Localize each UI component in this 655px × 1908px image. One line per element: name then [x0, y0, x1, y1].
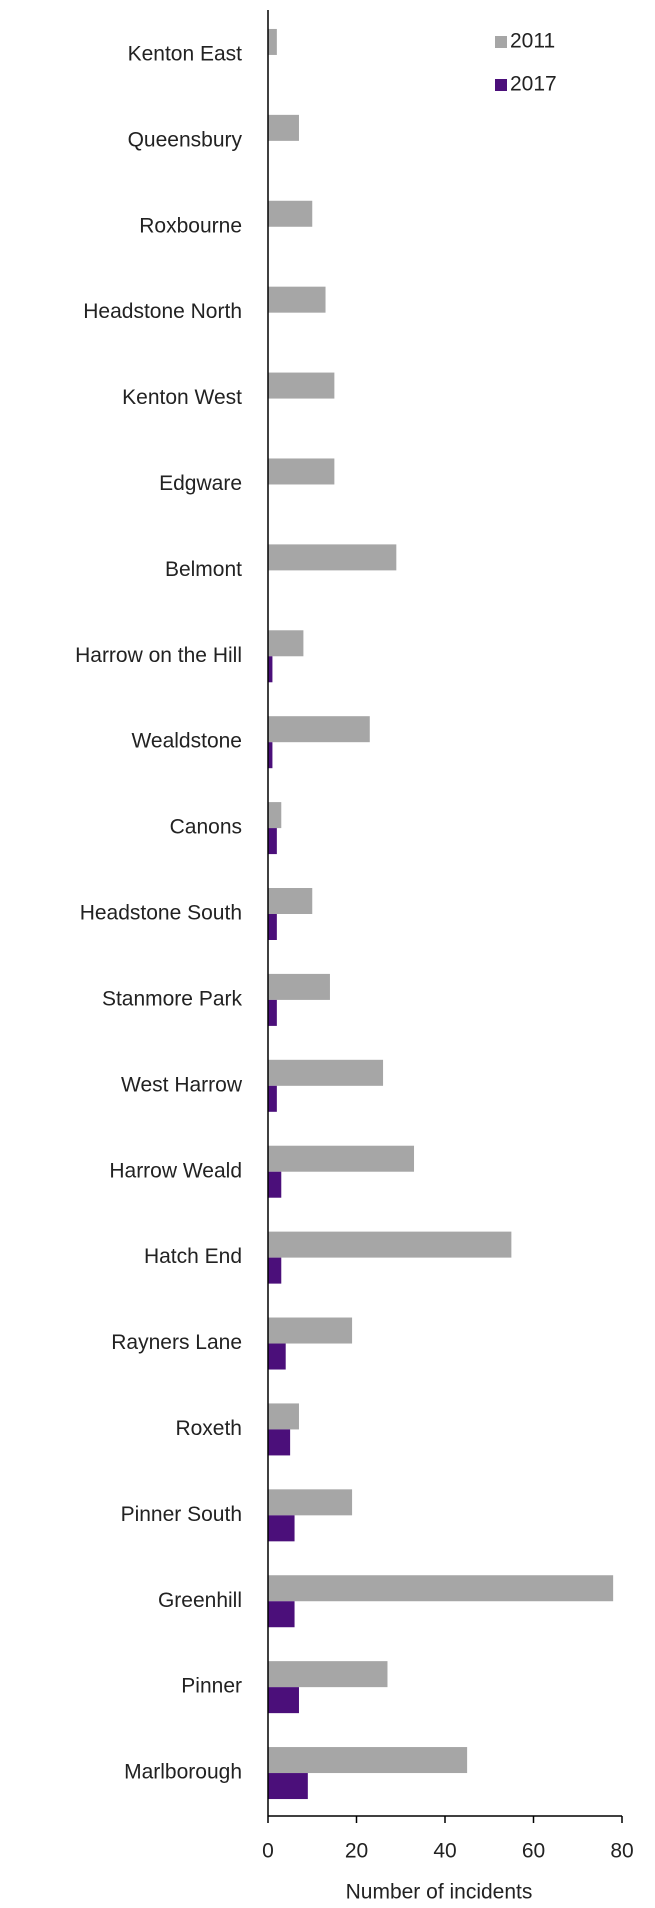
bar	[268, 372, 335, 399]
bar	[268, 1575, 614, 1602]
legend-swatch	[495, 79, 507, 91]
bar	[268, 656, 273, 683]
bar	[268, 1515, 295, 1542]
y-tick-label: Pinner South	[121, 1503, 242, 1526]
bar	[268, 458, 335, 485]
bar	[268, 802, 282, 829]
bar	[268, 28, 277, 55]
bar	[268, 286, 326, 313]
y-tick-label: Kenton West	[122, 386, 242, 409]
bar	[268, 914, 277, 940]
bar	[268, 630, 304, 657]
bar	[268, 1231, 512, 1258]
bar	[268, 716, 370, 743]
bar	[268, 999, 277, 1026]
y-tick-label: Rayners Lane	[111, 1331, 242, 1354]
bar	[268, 544, 397, 571]
bar	[268, 742, 273, 769]
bar	[268, 1257, 282, 1284]
bar	[268, 828, 277, 855]
legend-label: 2011	[510, 30, 555, 53]
y-tick-label: Kenton East	[128, 42, 243, 65]
y-tick-label: Wealdstone	[131, 730, 242, 753]
bar	[268, 200, 313, 227]
y-tick-label: Roxbourne	[139, 214, 242, 237]
bar	[268, 1661, 388, 1688]
bar	[268, 1059, 384, 1086]
y-tick-label: Belmont	[165, 558, 242, 581]
x-tick-label: 60	[522, 1840, 545, 1863]
bar	[268, 1773, 308, 1800]
y-tick-label: Edgware	[159, 472, 242, 495]
y-tick-label: Headstone North	[83, 300, 242, 323]
y-tick-label: Hatch End	[144, 1245, 242, 1268]
y-tick-label: West Harrow	[121, 1073, 243, 1096]
bar	[268, 1429, 291, 1456]
y-tick-label: Stanmore Park	[102, 987, 243, 1010]
x-tick-label: 20	[345, 1840, 368, 1863]
bar	[268, 1317, 353, 1344]
y-tick-label: Roxeth	[175, 1417, 242, 1440]
bar	[268, 1171, 282, 1198]
y-tick-label: Headstone South	[80, 902, 242, 925]
y-tick-label: Harrow on the Hill	[75, 644, 242, 667]
x-tick-label: 80	[610, 1840, 633, 1863]
bar	[268, 1343, 286, 1370]
legend-swatch	[495, 36, 507, 48]
bar	[268, 973, 330, 1000]
x-tick-label: 40	[433, 1840, 456, 1863]
bar	[268, 114, 299, 141]
bar	[268, 888, 313, 914]
bar	[268, 1747, 468, 1774]
bar	[268, 1145, 415, 1172]
y-tick-label: Marlborough	[124, 1761, 242, 1784]
y-tick-label: Greenhill	[158, 1589, 242, 1612]
bar	[268, 1687, 299, 1714]
y-tick-label: Pinner	[181, 1675, 242, 1698]
bar	[268, 1601, 295, 1628]
x-tick-label: 0	[262, 1840, 274, 1863]
x-axis-title: Number of incidents	[346, 1881, 533, 1904]
bar	[268, 1403, 299, 1430]
y-tick-label: Harrow Weald	[109, 1159, 242, 1182]
y-tick-label: Canons	[170, 816, 242, 839]
bar	[268, 1085, 277, 1112]
legend-label: 2017	[510, 73, 557, 96]
y-tick-label: Queensbury	[128, 128, 243, 151]
bar	[268, 1489, 353, 1516]
